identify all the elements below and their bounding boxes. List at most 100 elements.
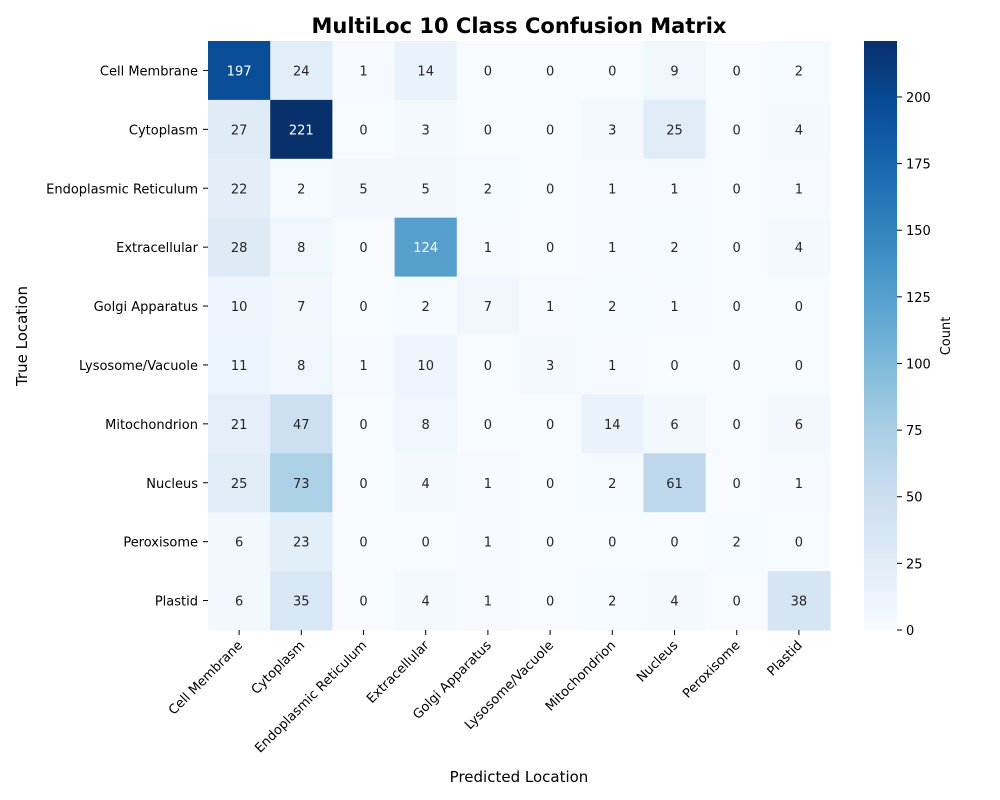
heatmap-cell (332, 41, 396, 101)
colorbar-tick-label: 150 (906, 224, 931, 239)
y-tick-label: Plastid (155, 595, 198, 610)
y-tick-label: Golgi Apparatus (94, 300, 199, 315)
heatmap-cell (705, 41, 769, 101)
colorbar-label: Count (939, 317, 954, 356)
x-tick-label: Cytoplasm (249, 638, 308, 697)
cell-value-label: 25 (231, 477, 248, 492)
cell-value-label: 1 (670, 182, 678, 197)
cell-value-label: 0 (733, 477, 741, 492)
cell-value-label: 0 (484, 359, 492, 374)
y-tick-label: Endoplasmic Reticulum (46, 182, 198, 197)
heatmap-cell (456, 394, 520, 454)
cell-value-label: 1 (795, 477, 803, 492)
heatmap-cell (643, 41, 707, 101)
cell-value-label: 5 (359, 182, 367, 197)
x-tick-label: Endoplasmic Reticulum (252, 638, 370, 756)
heatmap-cell-labels: 197 24 1 14 0 0 0 9 0 227 221 0 3 0 0 3 25 0 422 2 5 5 2 0 1 1 0 12… (227, 64, 807, 609)
heatmap-cell (581, 453, 644, 513)
heatmap-cell (208, 453, 271, 513)
heatmap-cell (456, 276, 520, 336)
cell-value-label: 1 (359, 359, 367, 374)
y-tick-label: Cell Membrane (100, 64, 198, 79)
heatmap-cell (519, 571, 582, 631)
heatmap-cell (767, 512, 831, 572)
y-tick-label: Mitochondrion (105, 418, 198, 433)
cell-value-label: 2 (670, 241, 678, 256)
cell-value-label: 2 (608, 300, 616, 315)
cell-value-label: 28 (231, 241, 248, 256)
cell-value-label: 73 (293, 477, 310, 492)
colorbar-tick-label: 0 (906, 624, 914, 639)
cell-value-label: 6 (235, 595, 243, 610)
heatmap-cell (519, 512, 582, 572)
cell-value-label: 0 (795, 536, 803, 551)
cell-value-label: 21 (231, 418, 248, 433)
heatmap-cell (270, 99, 333, 160)
heatmap-cell (208, 158, 271, 219)
heatmap-cell (208, 394, 271, 454)
x-tick-label: Extracellular (364, 638, 433, 707)
cell-value-label: 23 (293, 536, 310, 551)
cell-value-label: 0 (670, 359, 678, 374)
heatmap-cell (270, 158, 333, 219)
heatmap-cell (581, 276, 644, 336)
cell-value-label: 0 (608, 64, 616, 79)
cell-value-label: 1 (484, 477, 492, 492)
heatmap-cell (332, 276, 396, 336)
heatmap-cell (643, 394, 707, 454)
heatmap-cell (332, 571, 396, 631)
heatmap-cell (332, 512, 396, 572)
heatmap-cell (519, 394, 582, 454)
heatmap-cell (643, 276, 707, 336)
cell-value-label: 124 (413, 241, 438, 256)
heatmap-cell (767, 453, 831, 513)
cell-value-label: 0 (359, 536, 367, 551)
heatmap-cell (208, 335, 271, 395)
heatmap-cell (581, 571, 644, 631)
cell-value-label: 0 (795, 359, 803, 374)
colorbar-tick-label: 25 (906, 557, 923, 572)
heatmap-cell (456, 512, 520, 572)
y-tick-label: Extracellular (116, 241, 199, 256)
heatmap-cell (705, 512, 769, 572)
cell-value-label: 1 (359, 64, 367, 79)
cell-value-label: 0 (546, 477, 554, 492)
cell-value-label: 1 (484, 536, 492, 551)
heatmap-cell (519, 276, 582, 336)
heatmap-cell (208, 512, 271, 572)
colorbar-tick-label: 100 (906, 357, 931, 372)
heatmap-cell (394, 453, 458, 513)
heatmap-cell (394, 394, 458, 454)
heatmap-cell (456, 217, 520, 278)
cell-value-label: 0 (733, 418, 741, 433)
cell-value-label: 2 (297, 182, 305, 197)
cell-value-label: 0 (733, 300, 741, 315)
cell-value-label: 0 (359, 477, 367, 492)
heatmap-cell (705, 217, 769, 278)
heatmap-cell (270, 512, 333, 572)
heatmap-cell (332, 394, 396, 454)
cell-value-label: 0 (359, 418, 367, 433)
cell-value-label: 0 (733, 64, 741, 79)
cell-value-label: 0 (359, 300, 367, 315)
cell-value-label: 0 (546, 241, 554, 256)
cell-value-label: 0 (546, 123, 554, 138)
cell-value-label: 2 (484, 182, 492, 197)
heatmap-cell (705, 158, 769, 219)
cell-value-label: 22 (231, 182, 248, 197)
colorbar-ticks: 0 25 50 75 100 125 150 175 200 (897, 91, 931, 639)
cell-value-label: 221 (289, 123, 314, 138)
cell-value-label: 1 (484, 595, 492, 610)
heatmap-cell (394, 217, 458, 278)
heatmap-cell (270, 217, 333, 278)
cell-value-label: 0 (359, 595, 367, 610)
cell-value-label: 0 (733, 123, 741, 138)
cell-value-label: 24 (293, 64, 310, 79)
heatmap-cell (643, 99, 707, 160)
heatmap-cell (705, 394, 769, 454)
heatmap-cell (270, 276, 333, 336)
heatmap-cell (705, 571, 769, 631)
heatmap-cell (705, 99, 769, 160)
heatmap-cell (208, 571, 271, 631)
heatmap-cell (394, 276, 458, 336)
